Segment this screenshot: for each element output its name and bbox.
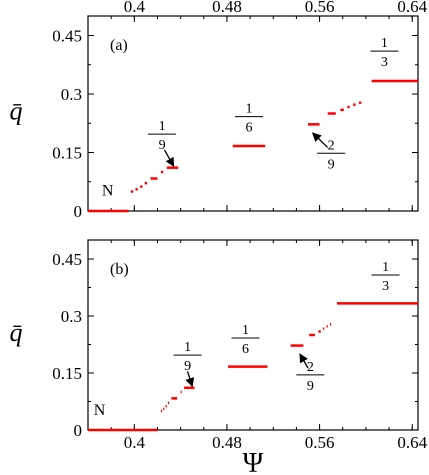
panel-b-fraction-annotation: 29 [296,353,325,394]
panel-a-y-tick-label: 0 [74,202,83,221]
panel-a-y-tick-label: 0.15 [52,144,82,163]
panel-b-annotation-text: N [94,402,106,419]
panel-b-fraction-annotation: 16 [231,323,260,357]
panel-b-x-tick-label: 0.64 [397,433,427,452]
panel-b-fraction-numerator: 1 [242,323,249,338]
panel-a-annotation-arrow [311,132,329,148]
panel-a-x-tick-label: 0.64 [397,0,427,16]
panel-b-fraction-denominator: 9 [307,379,314,394]
panel-b-frame [87,239,419,431]
panel-a-y-tick-label: 0.3 [61,85,82,104]
panel-b-fraction-denominator: 9 [184,359,191,374]
panel-b-x-axis-label: Ψ [243,448,264,475]
panel-b-fraction-numerator: 2 [307,360,314,375]
panel-a-x-tick-label: 0.48 [212,0,242,16]
panel-a-fraction-numerator: 2 [328,138,335,153]
panel-a-fraction-annotation: 16 [234,102,263,136]
panel-b-label: (b) [110,261,129,278]
panel-b-fraction-numerator: 1 [184,340,191,355]
panel-a-fraction-numerator: 1 [381,36,388,51]
panel-a-fraction-annotation: 13 [370,36,399,70]
panel-a-fraction-numerator: 1 [159,119,166,134]
panel-a-annotation-arrow [163,149,175,167]
panel-a-y-tick-label: 0.45 [52,27,82,46]
panel-a-fraction-annotation: 19 [148,119,177,167]
panel-b-y-tick-label: 0 [74,421,83,440]
panel-a-y-axis-label: q̄ [10,97,23,126]
panel-b: 0.4 0.48 0.56 0.6400.150.30.45q̄Ψ(b)N191629… [10,239,428,475]
panel-b-y-tick-label: 0.3 [61,307,82,326]
panel-b-fraction-denominator: 3 [382,279,389,294]
panel-a-fraction-denominator: 9 [159,138,166,153]
panel-a-frame [87,15,419,212]
panel-b-x-tick-label: 0.48 [212,433,242,452]
panel-b-annotation-arrow [185,371,195,388]
panel-a-label: (a) [110,37,128,54]
panel-b-annotation-arrow [299,353,309,369]
panel-a-x-tick-label: 0.56 [305,0,335,16]
panel-b-y-axis-label: q̄ [10,318,23,347]
panel-b-x-tick-label: 0.4 [124,433,146,452]
panel-b-y-tick-label: 0.45 [52,250,82,269]
panel-a-fraction-denominator: 9 [328,157,335,172]
panel-a-fraction-denominator: 6 [245,121,252,136]
panel-a-fraction-annotation: 29 [311,132,346,172]
panel-b-x-tick-label: 0.56 [305,433,335,452]
panel-b-y-tick-label: 0.15 [52,364,82,383]
panel-a-fraction-denominator: 3 [381,55,388,70]
panel-b-fraction-denominator: 6 [242,342,249,357]
panel-a: 0.4 0.48 0.56 0.6400.150.30.45q̄(a)N1916291… [10,0,428,221]
panel-b-fraction-annotation: 13 [371,260,400,294]
panel-b-fraction-annotation: 19 [173,340,202,388]
panel-a-annotation-text: N [102,182,114,199]
panel-b-fraction-numerator: 1 [382,260,389,275]
panel-a-fraction-numerator: 1 [245,102,252,117]
panel-a-x-tick-label: 0.4 [124,0,146,16]
